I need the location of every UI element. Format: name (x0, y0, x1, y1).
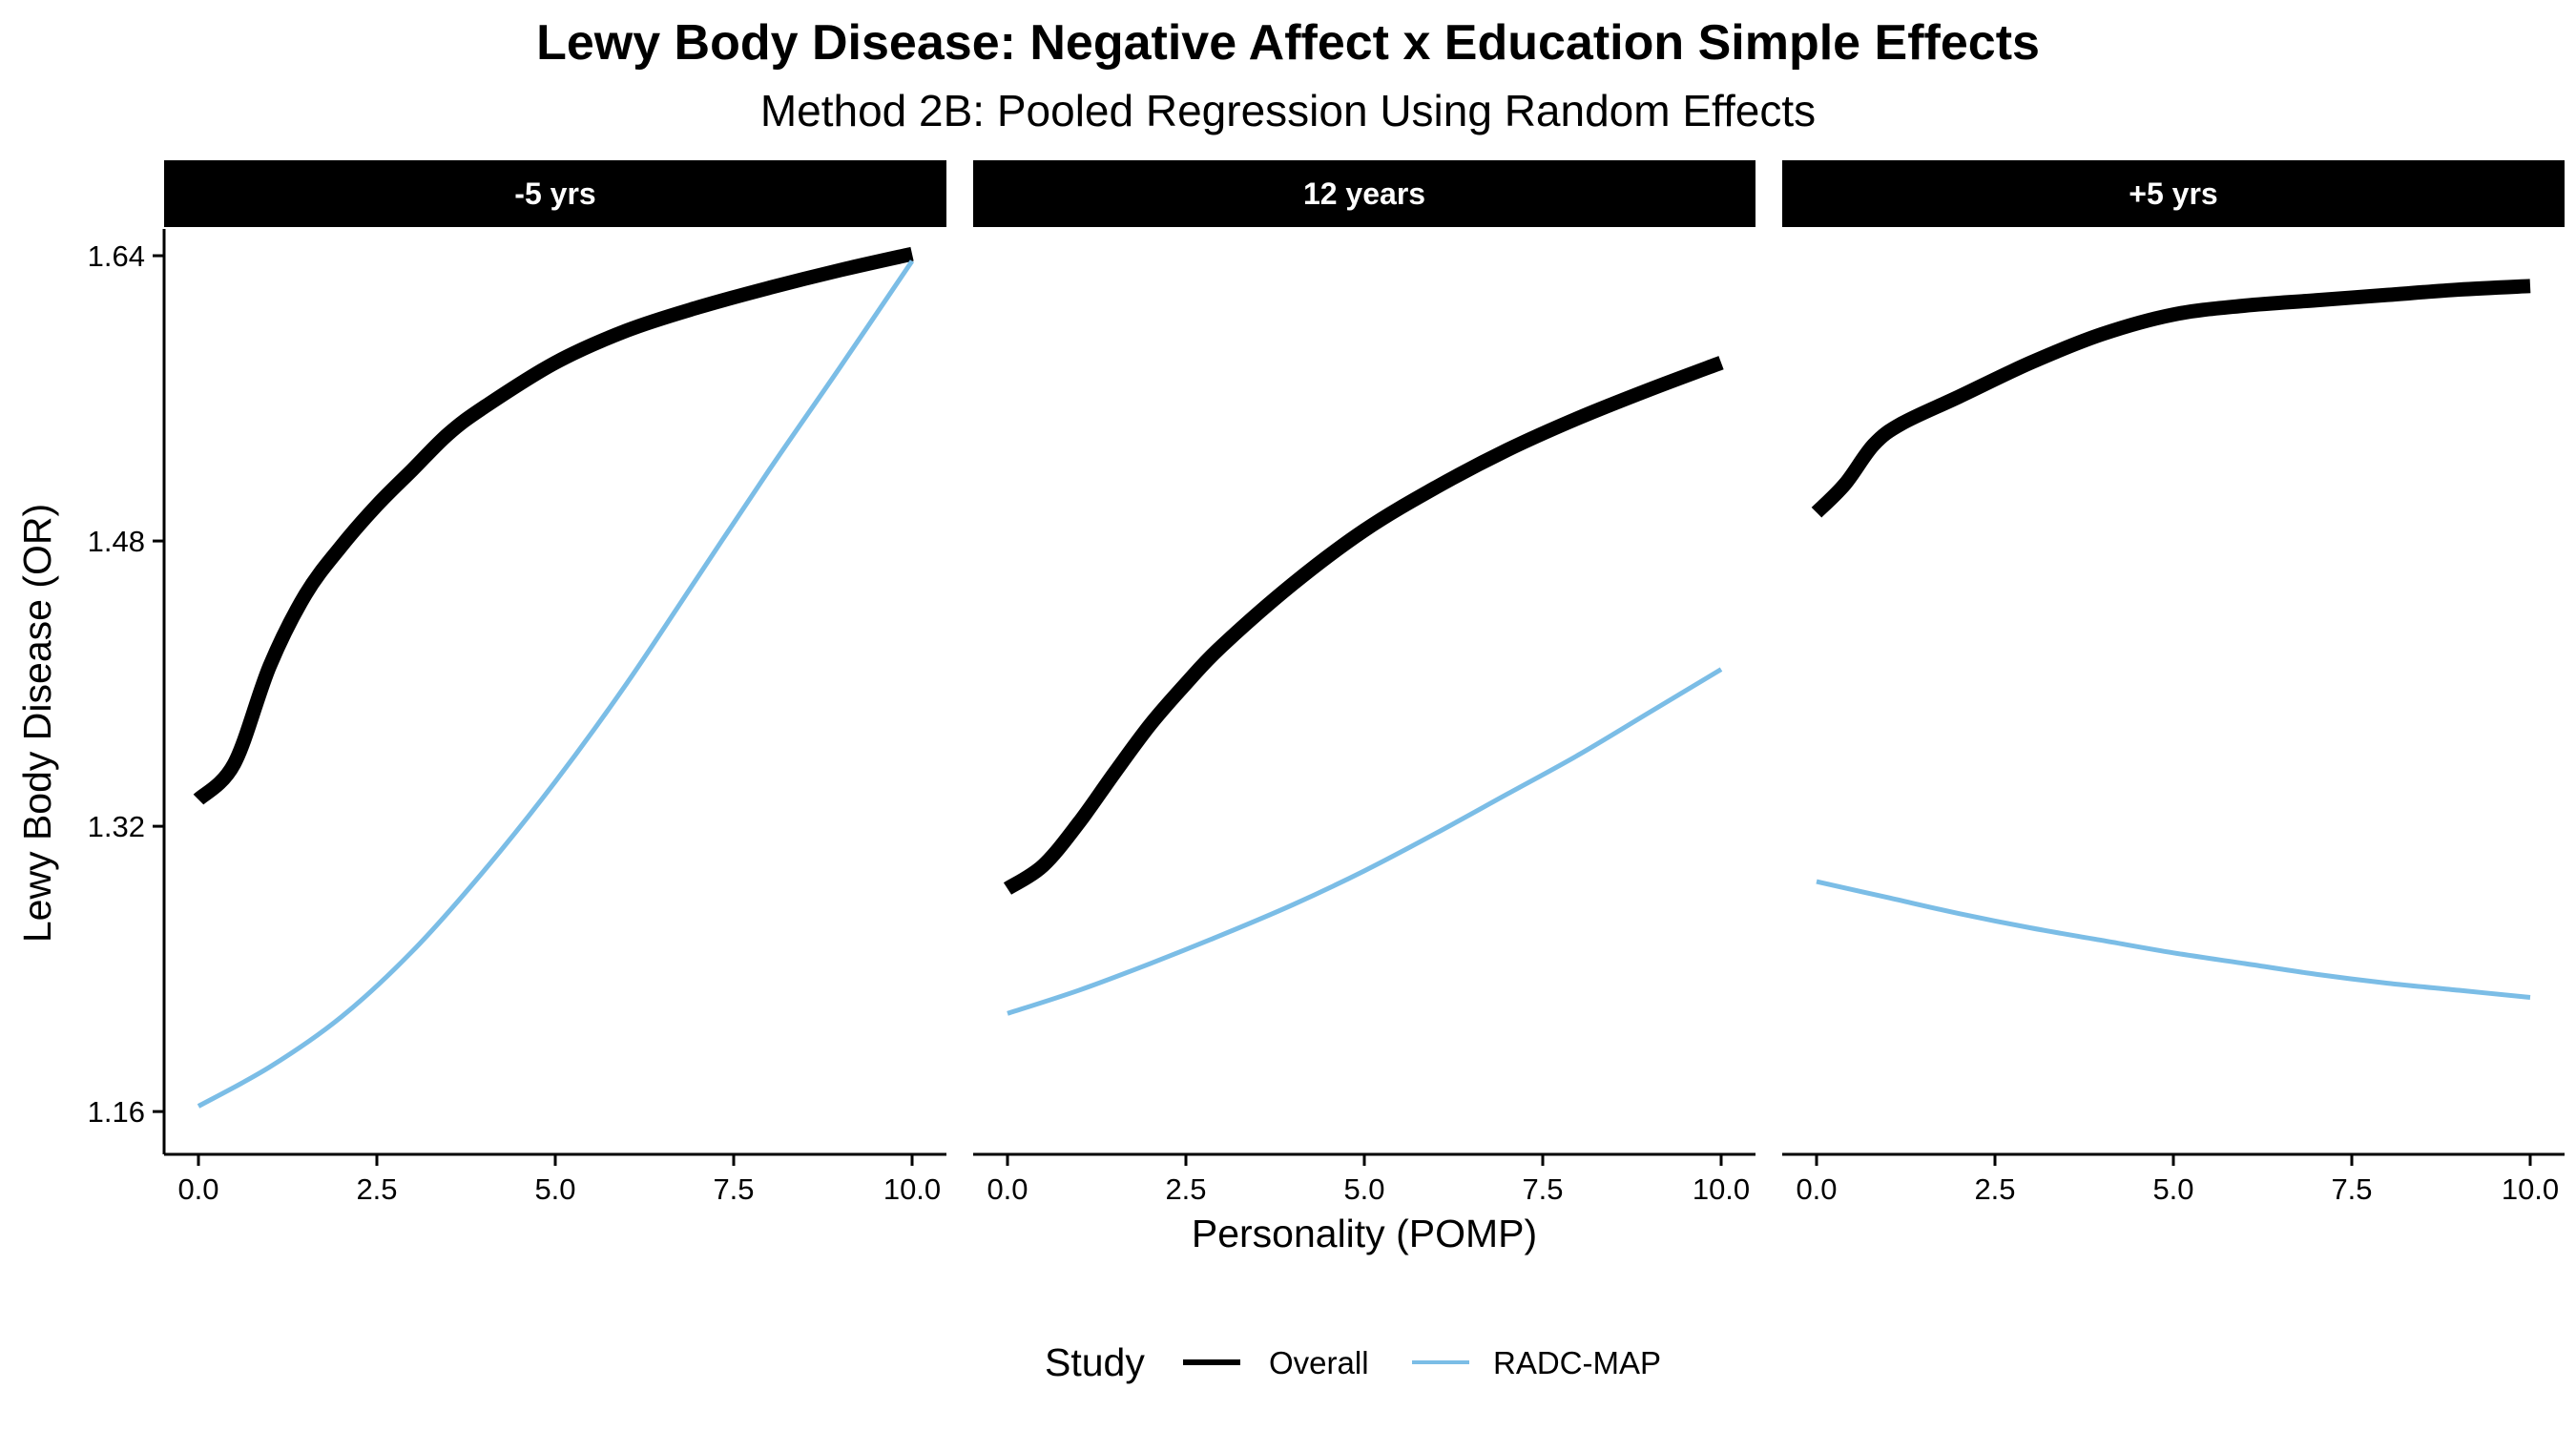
y-tick-label: 1.16 (88, 1095, 145, 1129)
x-tick-label: 0.0 (177, 1172, 218, 1206)
x-tick-label: 7.5 (713, 1172, 754, 1206)
y-tick-label: 1.32 (88, 810, 145, 843)
legend-label: RADC-MAP (1493, 1345, 1661, 1380)
series-line-radc-map (1007, 667, 1723, 1016)
chart-subtitle: Method 2B: Pooled Regression Using Rando… (760, 86, 1816, 135)
x-tick-label: 5.0 (2152, 1172, 2193, 1206)
series-line-overall (1003, 356, 1724, 895)
x-tick-label: 7.5 (2331, 1172, 2372, 1206)
x-tick-label: 10.0 (1693, 1172, 1750, 1206)
series-line-radc-map (197, 259, 915, 1109)
x-tick-label: 0.0 (987, 1172, 1028, 1206)
x-tick-label: 2.5 (1974, 1172, 2015, 1206)
legend-title: Study (1045, 1340, 1145, 1384)
x-tick-label: 0.0 (1796, 1172, 1837, 1206)
series-line-overall (1811, 279, 2531, 518)
x-tick-label: 7.5 (1522, 1172, 1563, 1206)
y-tick-label: 1.48 (88, 525, 145, 558)
facet-strip (164, 160, 946, 227)
y-axis-title: Lewy Body Disease (OR) (15, 504, 59, 943)
facet-label: -5 yrs (514, 176, 595, 211)
x-tick-label: 5.0 (534, 1172, 575, 1206)
y-tick-label: 1.64 (88, 239, 145, 273)
panel-3: +5 yrs 0.0 2.5 5.0 7.5 10.0 (1782, 160, 2565, 1206)
panel-1: -5 yrs 0.0 2.5 5.0 7.5 10.0 1.16 1.32 1.48 1.64 (88, 160, 946, 1206)
facet-label: +5 yrs (2129, 176, 2217, 211)
facet-strip (1782, 160, 2565, 227)
x-tick-label: 2.5 (1165, 1172, 1206, 1206)
legend: Study Overall RADC-MAP (1045, 1340, 1661, 1384)
legend-label: Overall (1269, 1345, 1369, 1380)
series-line-radc-map (1816, 879, 2531, 1001)
x-tick-label: 10.0 (2502, 1172, 2559, 1206)
series-line-overall (193, 246, 914, 805)
panels: -5 yrs 0.0 2.5 5.0 7.5 10.0 1.16 1.32 1.48 1.64 12… (88, 160, 2565, 1206)
x-tick-label: 2.5 (356, 1172, 397, 1206)
panel-2: 12 years 0.0 2.5 5.0 7.5 10.0 (973, 160, 1755, 1206)
facet-label: 12 years (1303, 176, 1425, 211)
x-tick-label: 5.0 (1343, 1172, 1384, 1206)
facet-strip (973, 160, 1755, 227)
chart-title: Lewy Body Disease: Negative Affect x Edu… (536, 15, 2040, 71)
x-tick-label: 10.0 (883, 1172, 941, 1206)
x-axis-title: Personality (POMP) (1192, 1212, 1537, 1255)
